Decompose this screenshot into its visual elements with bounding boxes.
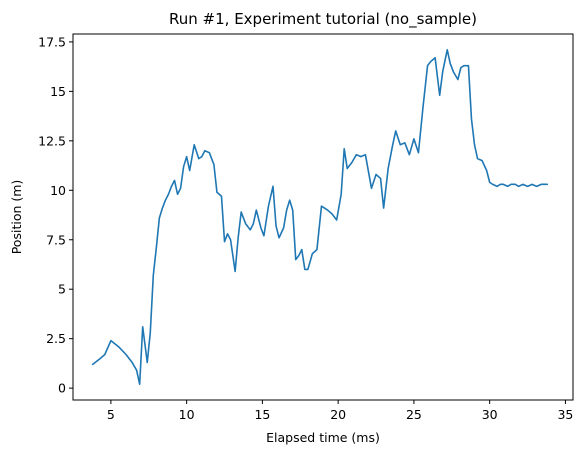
- plot-area-frame: [72, 33, 574, 401]
- y-tick-label: 12.5: [38, 133, 66, 148]
- y-tick-label: 10: [50, 183, 66, 198]
- x-tick-label: 10: [179, 407, 195, 422]
- y-tick-label: 15: [50, 84, 66, 99]
- chart-title: Run #1, Experiment tutorial (no_sample): [169, 10, 477, 29]
- y-axis-label: Position (m): [9, 180, 24, 255]
- y-tick-label: 0: [58, 381, 66, 396]
- x-tick-label: 20: [330, 407, 346, 422]
- x-tick-label: 30: [482, 407, 498, 422]
- series-line-position: [91, 49, 549, 385]
- x-axis-ticks: 5 10 15 20 25 30 35: [107, 400, 573, 422]
- y-tick-label: 2.5: [46, 331, 66, 346]
- y-tick-label: 7.5: [46, 232, 66, 247]
- x-tick-label: 35: [557, 407, 573, 422]
- x-tick-label: 25: [406, 407, 422, 422]
- y-tick-label: 5: [58, 282, 66, 297]
- x-tick-label: 15: [254, 407, 270, 422]
- x-tick-label: 5: [107, 407, 115, 422]
- y-tick-label: 17.5: [38, 34, 66, 49]
- x-axis-label: Elapsed time (ms): [266, 430, 380, 445]
- y-axis-ticks: 0 2.5 5 7.5 10 12.5 15 17.5: [38, 34, 73, 396]
